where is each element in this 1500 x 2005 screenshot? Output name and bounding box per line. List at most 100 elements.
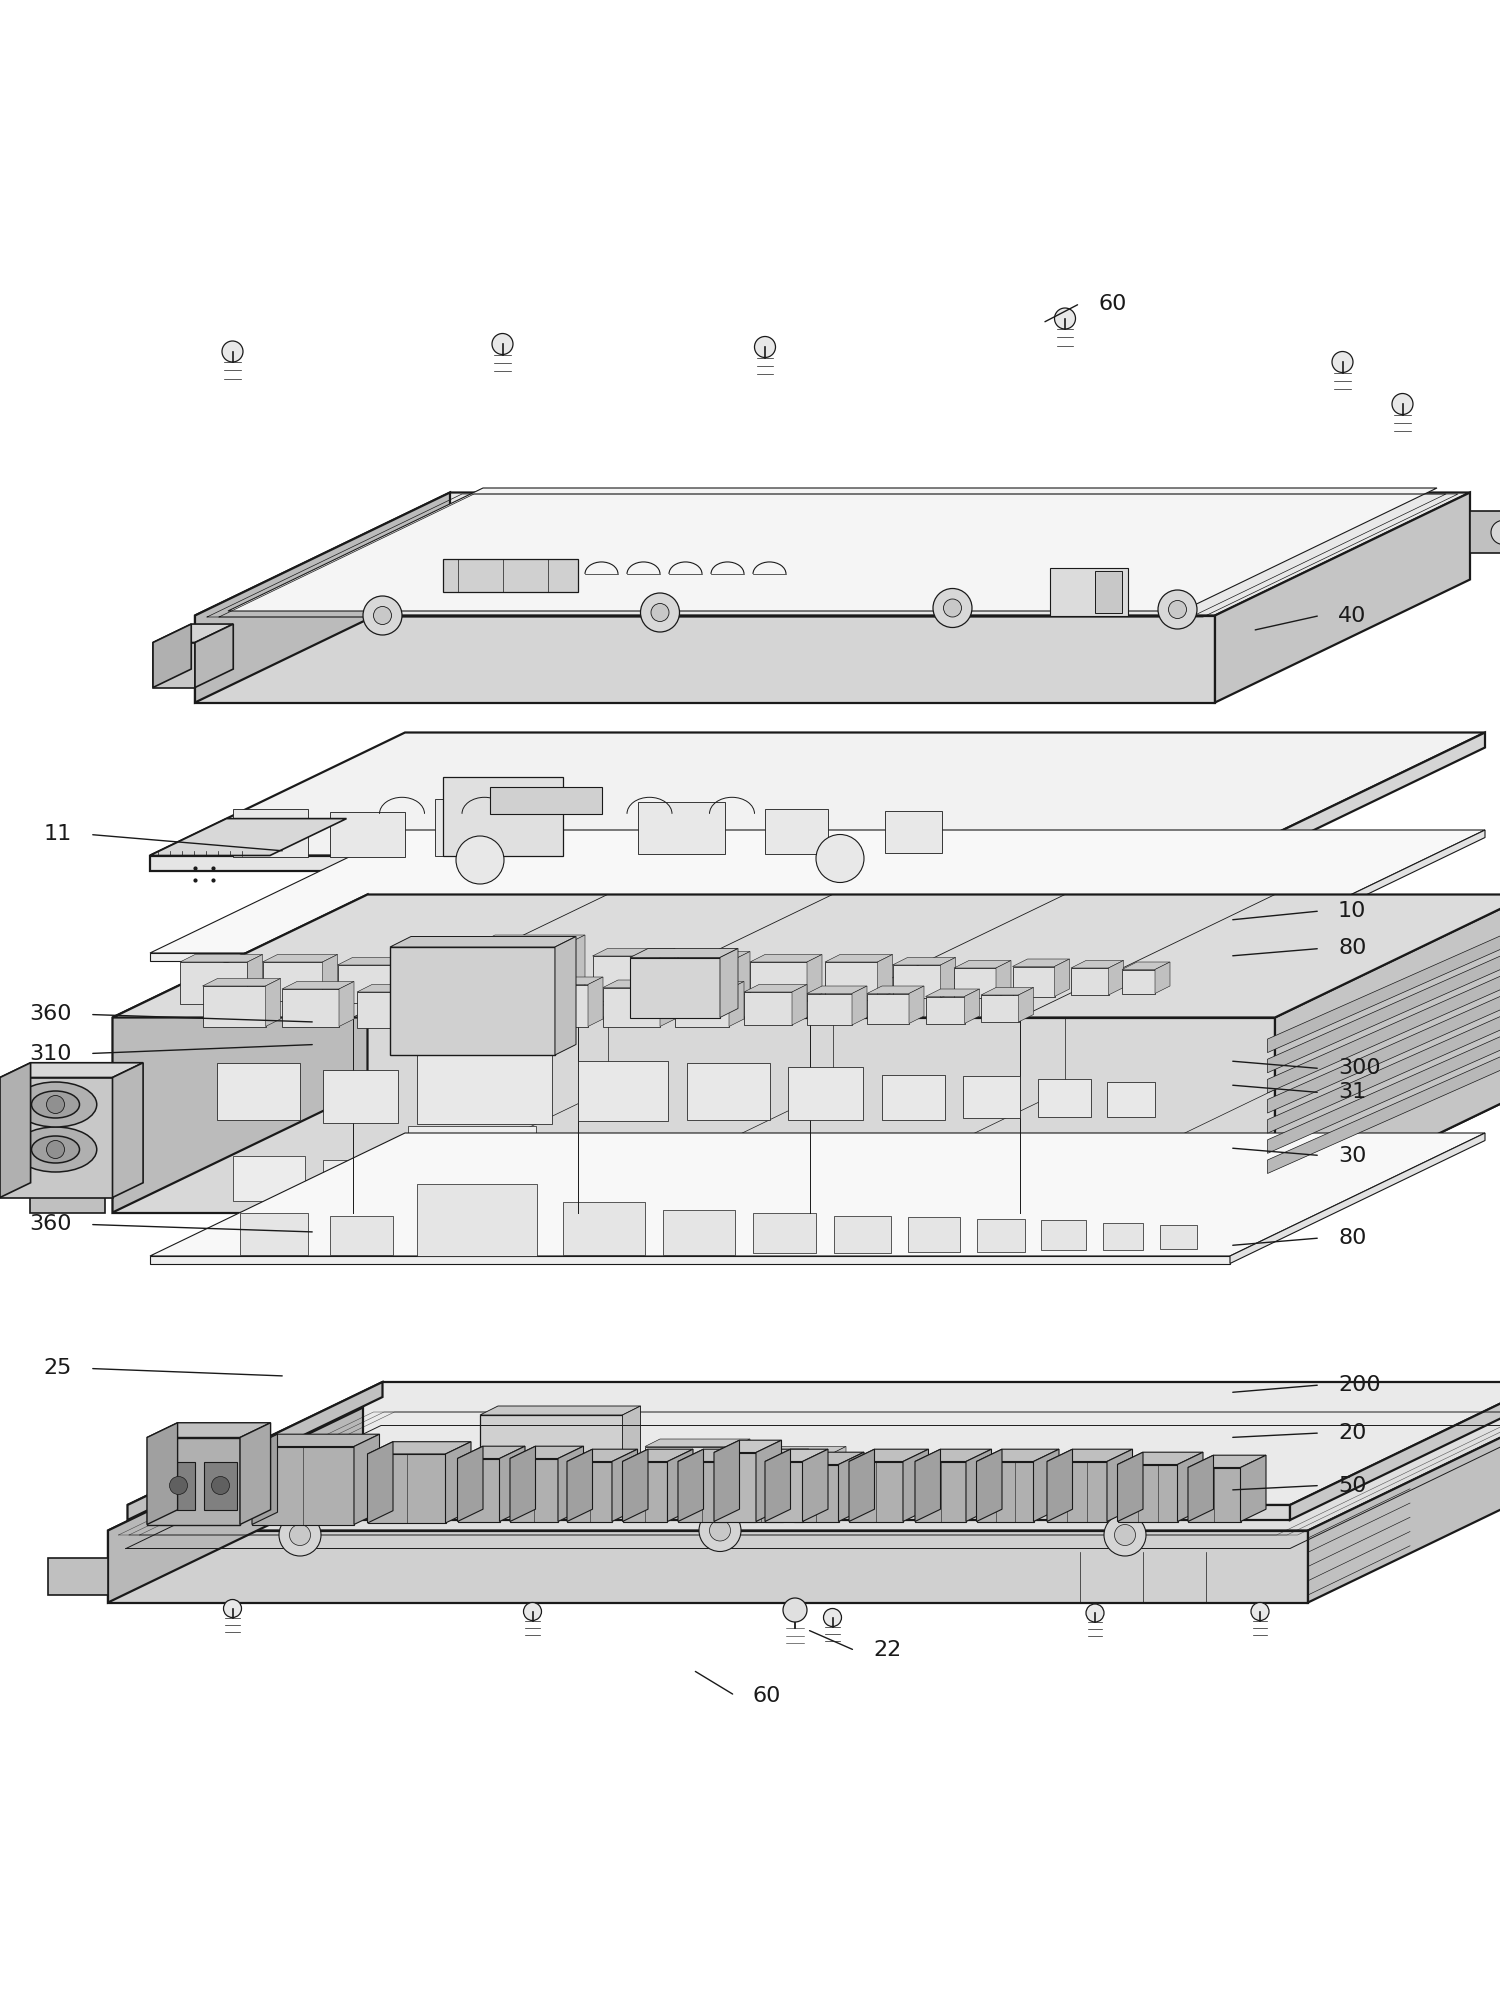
Text: 360: 360 bbox=[30, 1215, 72, 1235]
Polygon shape bbox=[729, 982, 744, 1027]
Polygon shape bbox=[645, 1440, 750, 1446]
Polygon shape bbox=[413, 960, 480, 968]
Polygon shape bbox=[112, 1017, 1275, 1213]
Bar bbox=[603, 988, 660, 1027]
Polygon shape bbox=[954, 960, 1011, 968]
Polygon shape bbox=[630, 948, 738, 958]
Polygon shape bbox=[966, 1450, 992, 1522]
Polygon shape bbox=[783, 1450, 808, 1522]
Polygon shape bbox=[1290, 1381, 1500, 1520]
Polygon shape bbox=[338, 1450, 352, 1506]
Polygon shape bbox=[567, 1462, 612, 1522]
Circle shape bbox=[1054, 309, 1076, 329]
Polygon shape bbox=[1268, 1037, 1500, 1173]
Polygon shape bbox=[940, 958, 956, 998]
Bar bbox=[788, 1067, 862, 1119]
Text: 200: 200 bbox=[1338, 1375, 1380, 1395]
Bar bbox=[1122, 970, 1155, 994]
Polygon shape bbox=[150, 1133, 1485, 1255]
Bar bbox=[480, 942, 570, 1000]
Bar bbox=[180, 962, 248, 1005]
Polygon shape bbox=[802, 1450, 828, 1522]
Polygon shape bbox=[738, 1450, 764, 1522]
Polygon shape bbox=[357, 1452, 444, 1460]
Polygon shape bbox=[756, 1440, 782, 1522]
Bar bbox=[262, 962, 322, 1000]
Bar bbox=[849, 1464, 912, 1506]
Text: 20: 20 bbox=[1338, 1424, 1366, 1444]
Polygon shape bbox=[996, 960, 1011, 998]
Polygon shape bbox=[750, 954, 822, 962]
Polygon shape bbox=[0, 1063, 30, 1197]
Circle shape bbox=[1168, 602, 1186, 618]
Bar bbox=[427, 976, 510, 1029]
Circle shape bbox=[1114, 1524, 1136, 1546]
Text: 60: 60 bbox=[1098, 293, 1126, 313]
Polygon shape bbox=[0, 1063, 142, 1077]
Bar bbox=[592, 956, 660, 1000]
Polygon shape bbox=[368, 1454, 446, 1524]
Bar bbox=[892, 964, 940, 998]
Bar bbox=[750, 1159, 814, 1201]
Polygon shape bbox=[282, 982, 354, 988]
Polygon shape bbox=[668, 1450, 693, 1522]
Polygon shape bbox=[909, 986, 924, 1023]
Polygon shape bbox=[0, 1077, 112, 1197]
Circle shape bbox=[224, 1600, 242, 1618]
Polygon shape bbox=[195, 616, 1215, 702]
Bar bbox=[675, 958, 735, 1000]
Circle shape bbox=[456, 836, 504, 884]
Polygon shape bbox=[525, 976, 603, 984]
Polygon shape bbox=[1013, 958, 1070, 966]
Bar bbox=[885, 810, 942, 852]
Bar bbox=[442, 778, 562, 856]
Text: 22: 22 bbox=[873, 1640, 901, 1660]
Bar bbox=[630, 958, 720, 1017]
Polygon shape bbox=[1128, 1464, 1143, 1504]
Polygon shape bbox=[442, 940, 573, 948]
Polygon shape bbox=[339, 982, 354, 1027]
Polygon shape bbox=[714, 1452, 756, 1522]
Polygon shape bbox=[1268, 976, 1500, 1113]
Polygon shape bbox=[720, 948, 738, 1017]
Bar bbox=[638, 802, 724, 854]
Polygon shape bbox=[765, 1450, 828, 1462]
Circle shape bbox=[46, 1141, 64, 1159]
Polygon shape bbox=[926, 988, 980, 996]
Bar bbox=[1146, 1474, 1188, 1504]
Bar bbox=[1102, 1223, 1143, 1249]
Bar bbox=[753, 1454, 831, 1504]
Circle shape bbox=[211, 1476, 230, 1494]
Polygon shape bbox=[792, 984, 807, 1025]
Polygon shape bbox=[794, 1464, 838, 1522]
Polygon shape bbox=[622, 1406, 640, 1508]
Polygon shape bbox=[446, 1442, 471, 1524]
Polygon shape bbox=[153, 642, 195, 688]
Polygon shape bbox=[108, 1408, 363, 1602]
Polygon shape bbox=[500, 1446, 525, 1522]
Bar bbox=[322, 1071, 398, 1123]
Ellipse shape bbox=[15, 1127, 96, 1173]
Ellipse shape bbox=[15, 1083, 96, 1127]
Bar bbox=[981, 994, 1018, 1023]
Circle shape bbox=[290, 1524, 310, 1546]
Circle shape bbox=[492, 333, 513, 355]
Ellipse shape bbox=[32, 1091, 80, 1119]
Circle shape bbox=[170, 1476, 188, 1494]
Bar bbox=[750, 962, 807, 1000]
Polygon shape bbox=[458, 1458, 500, 1522]
Polygon shape bbox=[1047, 1450, 1072, 1522]
Polygon shape bbox=[990, 1460, 1005, 1506]
Bar bbox=[282, 988, 339, 1027]
Polygon shape bbox=[202, 978, 280, 986]
Polygon shape bbox=[726, 1450, 752, 1522]
Bar bbox=[1041, 1219, 1086, 1249]
Polygon shape bbox=[849, 1462, 903, 1522]
Polygon shape bbox=[195, 493, 450, 702]
Circle shape bbox=[222, 341, 243, 363]
Circle shape bbox=[783, 1598, 807, 1622]
Bar bbox=[1050, 567, 1128, 616]
Text: 10: 10 bbox=[1338, 900, 1366, 920]
Bar bbox=[926, 996, 964, 1023]
Circle shape bbox=[651, 604, 669, 622]
